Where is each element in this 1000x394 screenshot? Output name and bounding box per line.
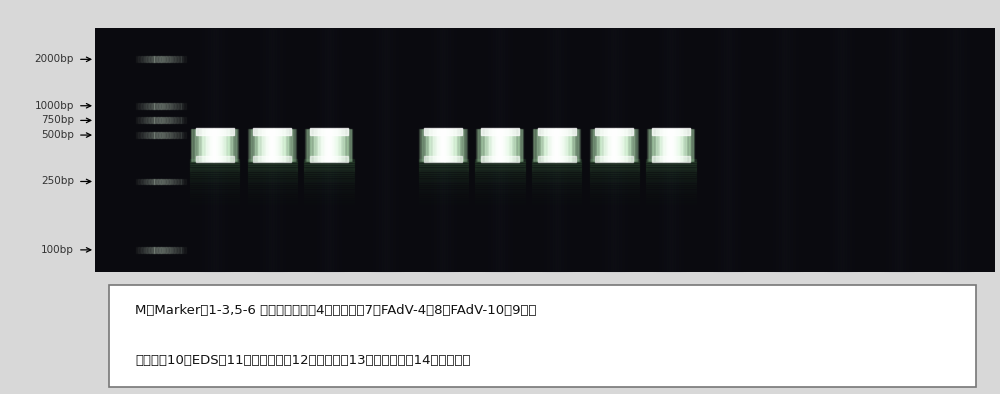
Text: 1000bp: 1000bp: [35, 101, 74, 111]
Text: 750bp: 750bp: [41, 115, 74, 125]
Text: 250bp: 250bp: [41, 177, 74, 186]
FancyBboxPatch shape: [109, 285, 976, 387]
Text: 性对照；10：EDS；11：大肠杆菌；12：禽流感；13：沙门氏菌；14：阴性对照: 性对照；10：EDS；11：大肠杆菌；12：禽流感；13：沙门氏菌；14：阴性对…: [135, 354, 471, 367]
Text: 2000bp: 2000bp: [35, 54, 74, 64]
Text: 100bp: 100bp: [41, 245, 74, 255]
Text: 500bp: 500bp: [41, 130, 74, 140]
Text: M：Marker；1-3,5-6 临床分离毒株；4：新城疫；7：FAdV-4；8：FAdV-10；9：阳: M：Marker；1-3,5-6 临床分离毒株；4：新城疫；7：FAdV-4；8…: [135, 305, 537, 318]
